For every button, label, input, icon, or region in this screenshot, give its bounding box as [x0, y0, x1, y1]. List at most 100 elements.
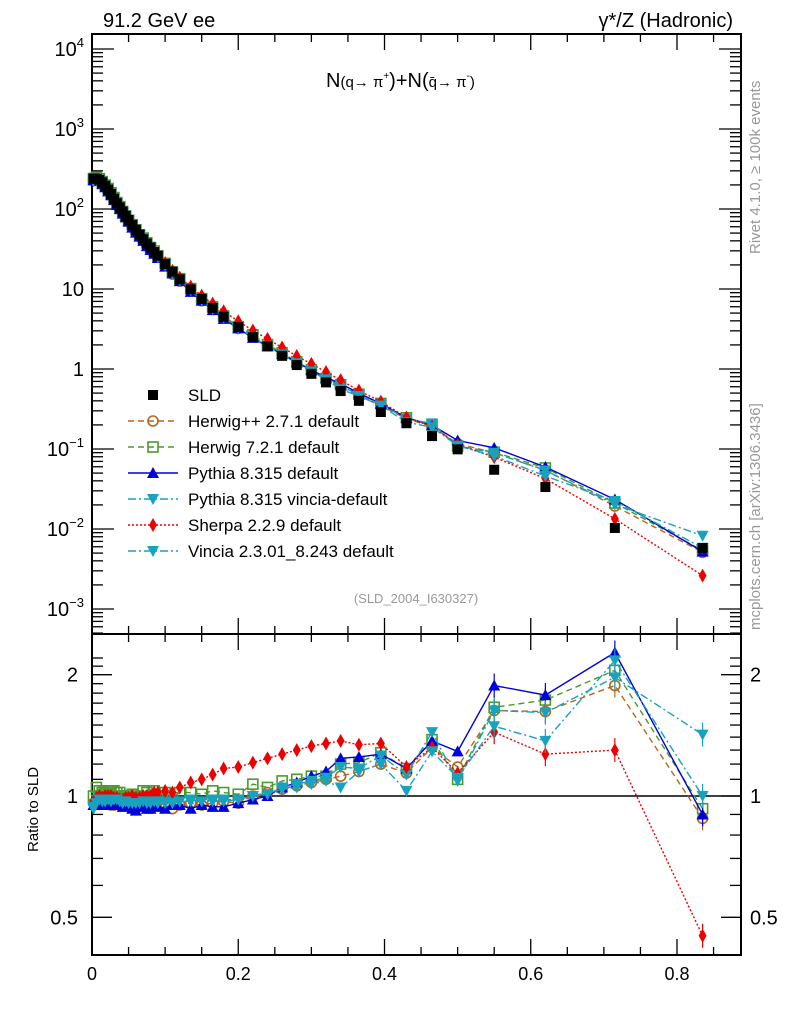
mc-point: [539, 471, 552, 483]
ratio-point: [322, 736, 330, 751]
ratio-panel: 0 0.2 0.4 0.6 0.8 0.5 0.5 1 1 2 2: [50, 633, 778, 984]
y-tick-label: 104: [55, 35, 84, 61]
mc-curve-5: [93, 179, 703, 549]
data-point: [160, 259, 171, 270]
legend-marker: [147, 546, 159, 557]
legend-label: Sherpa 2.2.9 default: [188, 516, 341, 535]
data-point: [277, 350, 288, 361]
ratio-curve-0: [93, 684, 704, 819]
ratio-point: [334, 762, 347, 774]
legend-marker: [147, 494, 159, 505]
legend-marker: [147, 441, 159, 453]
ratio-curve-5: [92, 659, 704, 808]
x-tick-label: 0: [87, 964, 97, 984]
ratio-y-tick-label: 0.5: [750, 907, 778, 929]
data-point: [247, 332, 258, 343]
ratio-point: [292, 743, 301, 758]
data-point: [233, 321, 244, 332]
ratio-point: [166, 798, 179, 810]
data-point: [540, 481, 551, 492]
x-tick-label: 0.2: [226, 964, 251, 984]
ratio-point: [247, 778, 259, 790]
ratio-point: [451, 772, 464, 784]
data-point: [174, 274, 185, 285]
data-point: [152, 250, 163, 261]
ratio-point: [426, 727, 439, 739]
ratio-point: [608, 655, 621, 667]
ratio-point: [426, 734, 439, 746]
ratio-point: [539, 735, 552, 747]
ratio-point: [320, 775, 332, 787]
ratio-point: [184, 796, 197, 808]
ratio-point: [488, 679, 501, 691]
ratio-point: [610, 743, 619, 758]
ratio-point: [263, 751, 272, 766]
ratio-point: [261, 789, 274, 801]
ratio-point: [451, 745, 464, 757]
data-point: [218, 311, 229, 322]
data-point: [262, 341, 273, 352]
data-point: [123, 214, 134, 225]
ratio-point: [400, 769, 413, 781]
ratio-point: [376, 736, 385, 751]
legend-label: SLD: [188, 386, 221, 405]
legend-label: Pythia 8.315 vincia-default: [188, 490, 388, 509]
title-right: γ*/Z (Hadronic): [599, 10, 733, 32]
ratio-point: [276, 784, 289, 796]
y-tick-label: 10−3: [47, 595, 84, 621]
ratio-point: [539, 707, 552, 719]
ratio-point: [161, 783, 170, 798]
mc-point: [336, 373, 345, 388]
x-tick-label: 0.6: [518, 964, 543, 984]
data-point: [353, 395, 364, 406]
data-point: [185, 284, 196, 295]
mc-curve-4: [93, 178, 703, 577]
legend-marker: [149, 518, 157, 532]
ratio-frame-border: [91, 633, 742, 956]
ratio-point: [696, 729, 709, 741]
legend-marker: [147, 467, 159, 478]
mc-point: [696, 530, 709, 542]
ratio-point: [488, 721, 501, 733]
mcplots-credit-label: mcplots.cern.ch [arXiv:1306.3436]: [747, 403, 764, 630]
ratio-point: [354, 737, 363, 752]
ratio-point: [696, 791, 709, 802]
ratio-curve-4: [92, 731, 704, 937]
data-point: [489, 464, 500, 475]
ratio-point: [488, 705, 501, 717]
data-point: [452, 444, 463, 455]
ratio-point: [246, 791, 259, 802]
ratio-ylabel: Ratio to SLD: [25, 767, 42, 852]
legend: SLD Herwig++ 2.7.1 default Herwig 7.2.1 de…: [128, 386, 394, 561]
ratio-point: [153, 785, 162, 800]
legend-label: Herwig 7.2.1 default: [188, 438, 339, 457]
ratio-point: [173, 796, 186, 808]
ratio-point: [402, 760, 411, 775]
ratio-point: [400, 785, 413, 797]
data-point: [321, 377, 331, 388]
data-point: [335, 386, 346, 397]
ratio-point: [186, 775, 195, 790]
ratio-point: [234, 760, 243, 775]
data-point: [167, 266, 178, 277]
data-point: [609, 522, 620, 533]
ratio-point: [374, 759, 387, 771]
ratio-point: [206, 796, 219, 808]
legend-label: Herwig++ 2.7.1 default: [188, 412, 359, 431]
analysis-tag: (SLD_2004_I630327): [354, 591, 478, 606]
x-tick-label: 0.4: [372, 964, 397, 984]
legend-marker: [148, 390, 158, 400]
title-left: 91.2 GeV ee: [103, 10, 215, 32]
mc-curve-2: [93, 179, 703, 553]
y-tick-label: 10−1: [47, 435, 84, 461]
data-point: [207, 302, 218, 313]
ratio-point: [541, 747, 550, 762]
data-point: [697, 542, 708, 553]
mc-point: [539, 465, 552, 477]
ratio-y-tick-label: 0.5: [50, 907, 78, 929]
y-tick-label: 10−2: [47, 515, 84, 541]
ratio-point: [305, 779, 318, 791]
rivet-version-label: Rivet 4.1.0, ≥ 100k events: [747, 81, 764, 254]
ratio-point: [334, 782, 347, 794]
